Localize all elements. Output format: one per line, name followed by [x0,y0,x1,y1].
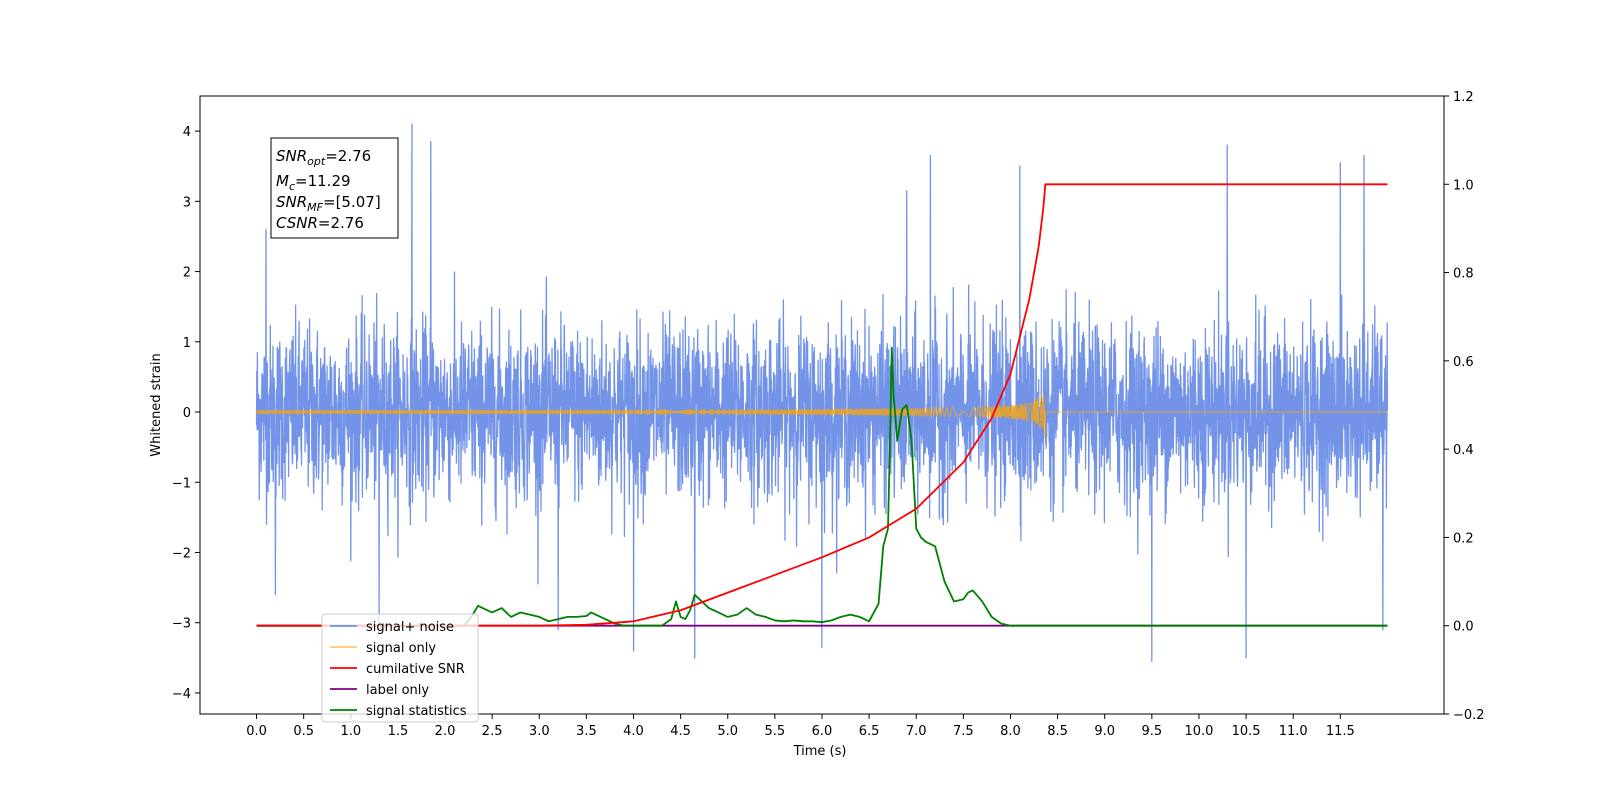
x-tick-label: 10.5 [1232,724,1261,739]
x-tick-label: 2.0 [435,724,456,739]
x-tick-label: 11.5 [1326,724,1355,739]
series-cumulative-snr [256,183,1388,627]
x-tick-label: 11.0 [1279,724,1308,739]
y-tick-label-left: 3 [183,195,191,210]
x-tick-label: 7.0 [906,724,927,739]
y-tick-label-left: −3 [172,617,191,632]
series-signal-statistics [256,346,1388,627]
legend-label: signal+ noise [366,620,454,635]
x-tick-label: 5.5 [765,724,786,739]
y-tick-label-right: 1.0 [1453,178,1474,193]
legend: signal+ noise signal only cumilative SNR la… [321,613,479,723]
x-tick-label: 9.0 [1094,724,1115,739]
y-tick-label-left: −2 [172,546,191,561]
y-tick-label-left: 0 [183,406,191,421]
legend-label: label only [366,683,429,698]
series-signal-only [256,393,1388,439]
legend-signal-noise: signal+ noise [330,620,454,635]
x-tick-label: 1.5 [388,724,409,739]
x-tick-label: 7.5 [953,724,974,739]
x-axis-label: Time (s) [793,744,847,759]
x-tick-label: 3.5 [576,724,597,739]
x-tick-label: 8.0 [1000,724,1021,739]
legend-label: signal statistics [366,704,467,719]
y-tick-label-left: 4 [183,125,191,140]
x-tick-label: 1.0 [340,724,361,739]
x-tick-label: 6.0 [812,724,833,739]
series-signal-noise [255,123,1389,662]
annotation-mc: Mc=11.29 [276,172,351,193]
y-tick-label-left: −4 [172,687,191,702]
y-tick-label-right: 0.8 [1453,267,1474,282]
y-axis-label: Whitened strain [149,353,164,456]
x-tick-label: 0.5 [293,724,314,739]
y-axis-right: −0.2 0.0 0.2 0.4 0.6 0.8 1.0 1.2 [1444,90,1485,723]
legend-signal-statistics: signal statistics [330,704,467,719]
x-tick-label: 5.0 [717,724,738,739]
y-tick-label-right: 1.2 [1453,90,1474,105]
y-tick-label-right: 0.6 [1453,355,1474,370]
annotation-snr-opt: SNRopt=2.76 [276,147,371,168]
annotation-snr-mf: SNRMF=[5.07] [276,193,381,214]
x-tick-label: 8.5 [1047,724,1068,739]
y-tick-label-right: −0.2 [1453,708,1485,723]
y-tick-label-left: 2 [183,266,191,281]
y-axis-left: −4 −3 −2 −1 0 1 2 3 4 [172,125,200,702]
legend-frame [321,613,479,723]
x-tick-label: 6.5 [859,724,880,739]
plot-area [255,123,1389,662]
annotation-csnr: CSNR=2.76 [276,214,364,232]
x-tick-label: 9.5 [1142,724,1163,739]
x-tick-label: 10.0 [1184,724,1213,739]
legend-label-only: label only [330,683,429,698]
x-tick-label: 4.0 [623,724,644,739]
legend-label: signal only [366,641,436,656]
y-tick-label-right: 0.4 [1453,443,1474,458]
annotation-box: SNRopt=2.76 Mc=11.29 SNRMF=[5.07] CSNR=2… [270,137,399,239]
y-tick-label-left: 1 [183,336,191,351]
legend-cumulative-snr: cumilative SNR [330,662,465,677]
x-tick-label: 2.5 [482,724,503,739]
x-tick-label: 0.0 [246,724,267,739]
legend-label: cumilative SNR [366,662,465,677]
x-tick-label: 4.5 [670,724,691,739]
legend-signal-only: signal only [330,641,436,656]
y-tick-label-right: 0.2 [1453,531,1474,546]
x-axis: 0.0 0.5 1.0 1.5 2.0 2.5 3.0 3.5 4.0 4.5 5.0 5.5 6.0 6… [246,714,1355,739]
y-tick-label-left: −1 [172,476,191,491]
y-tick-label-right: 0.0 [1453,620,1474,635]
x-tick-label: 3.0 [529,724,550,739]
